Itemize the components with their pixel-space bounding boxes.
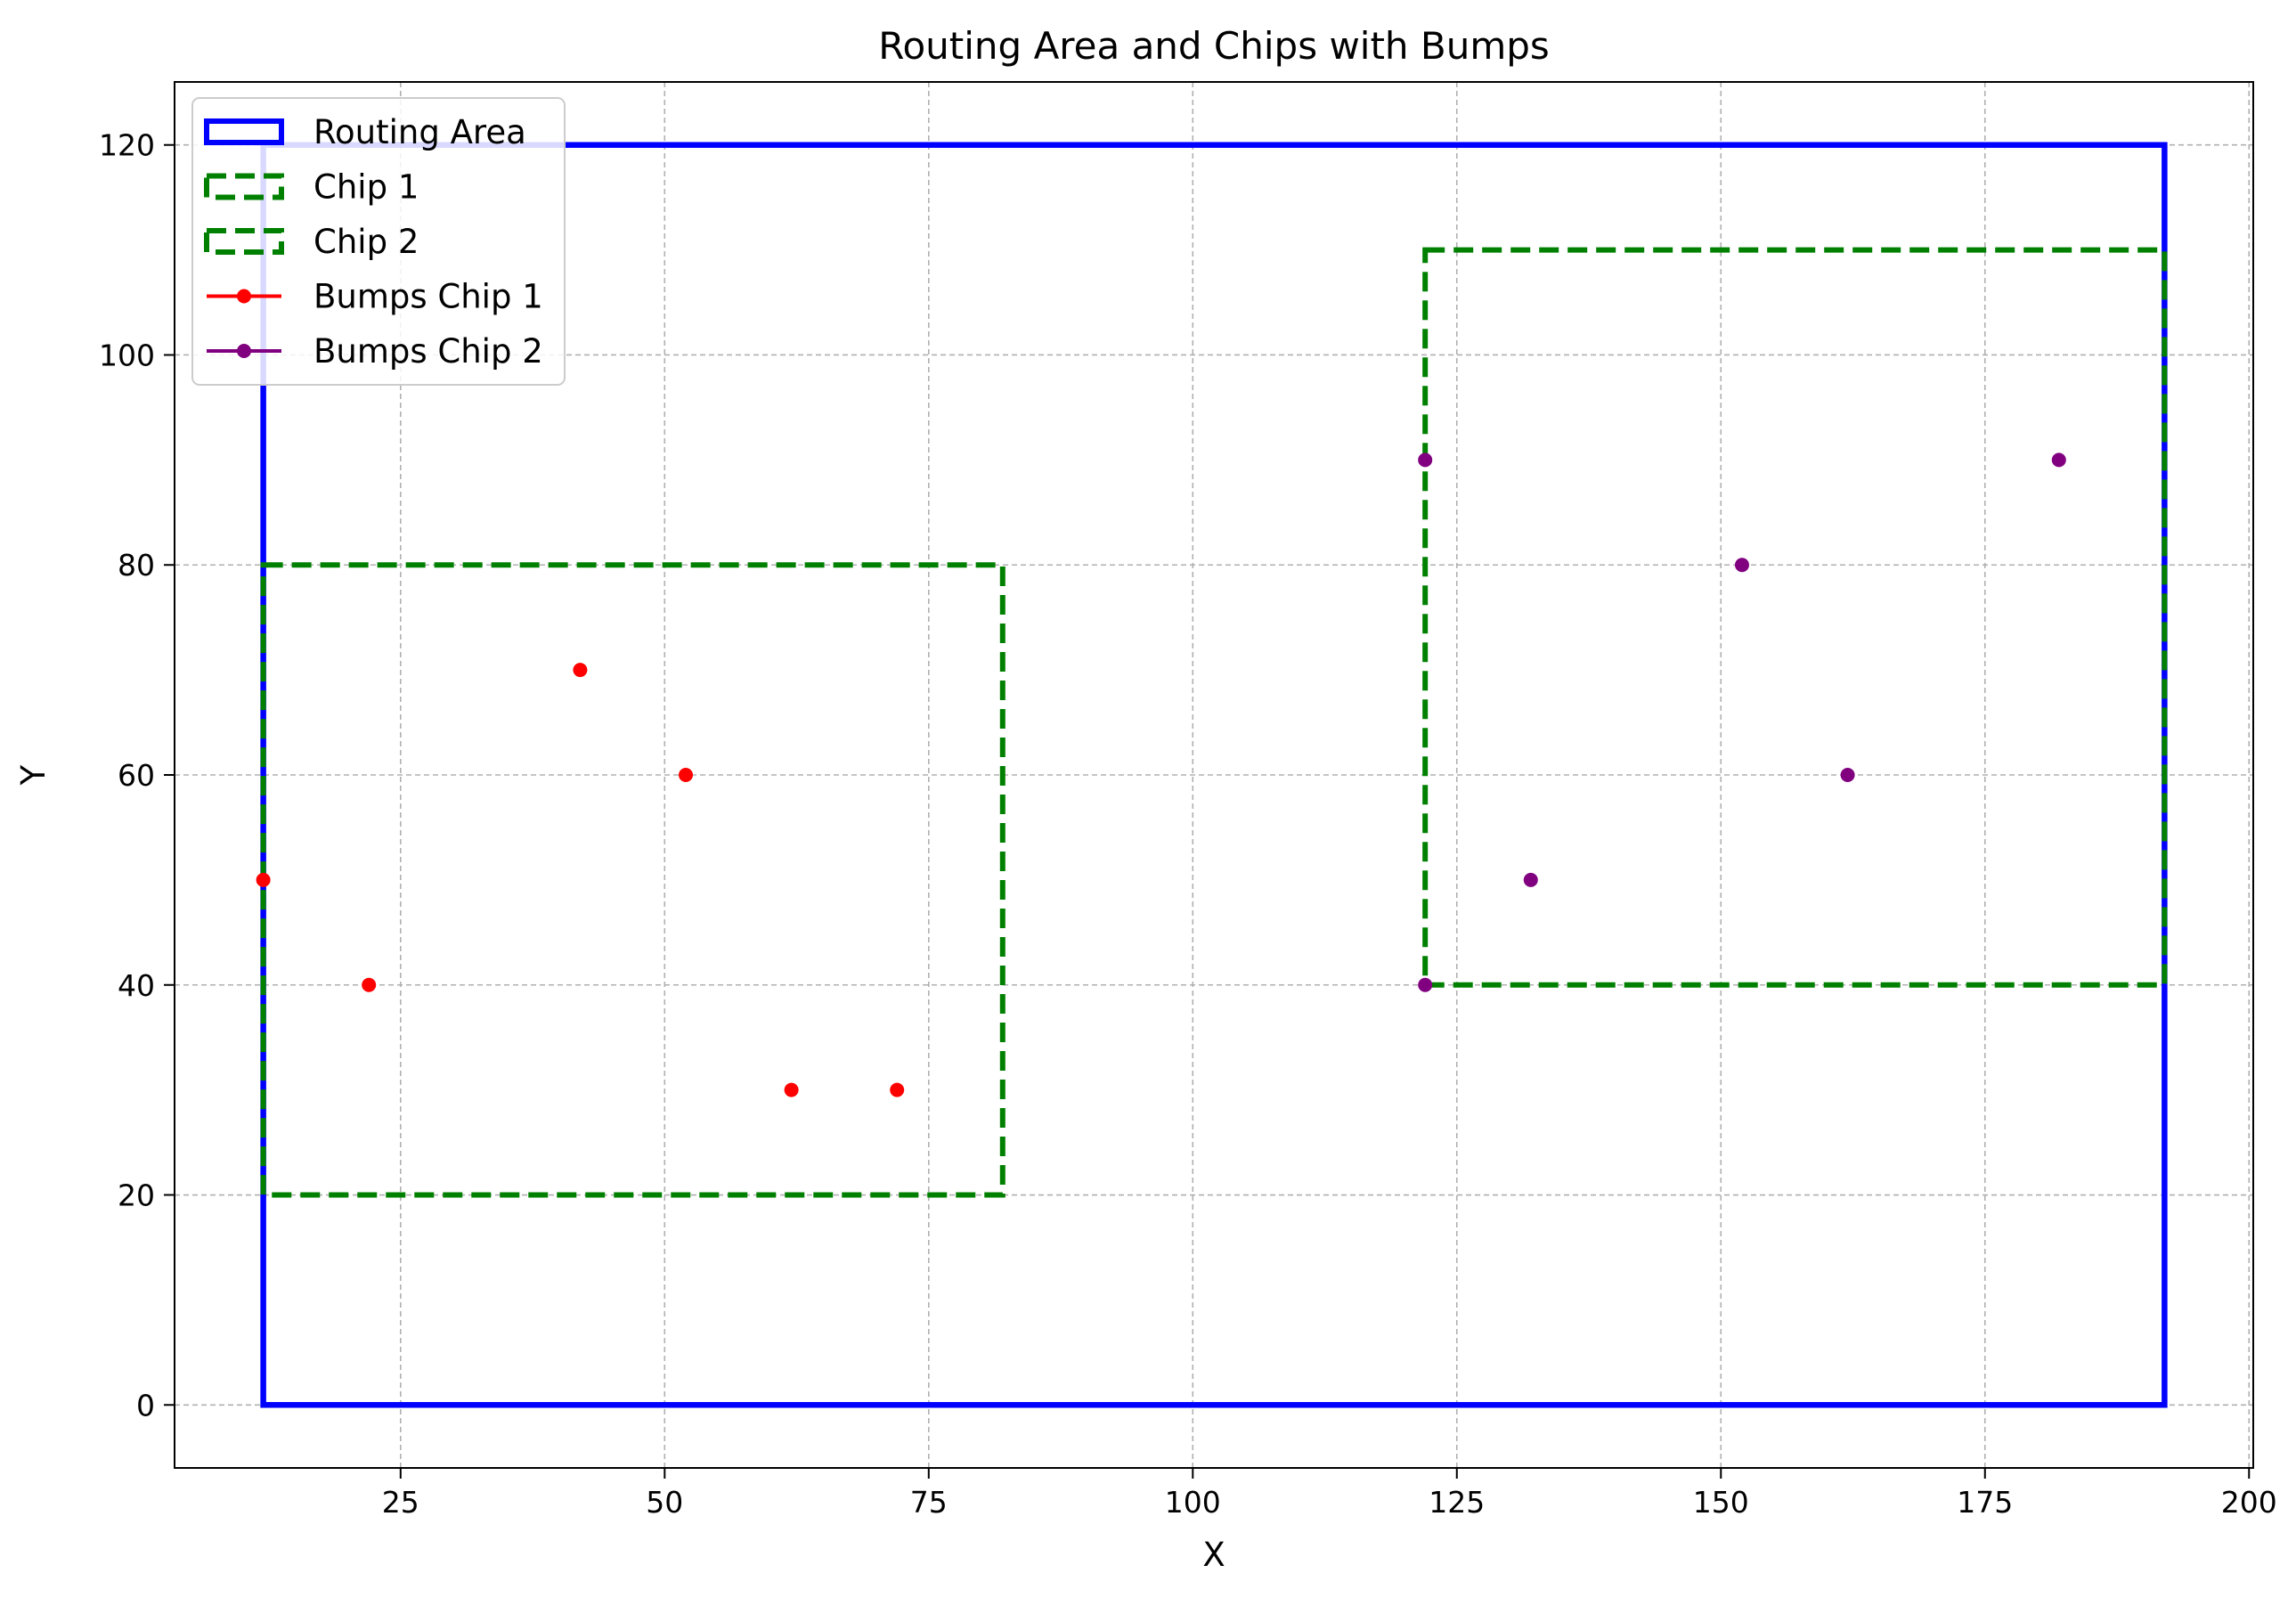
legend-marker-bumps-chip-1 [237, 289, 251, 304]
bumps-chip-2-point [2051, 452, 2066, 468]
y-axis-label: Y [14, 764, 53, 786]
legend-label-chip-1: Chip 1 [313, 168, 419, 207]
legend-label-routing-area: Routing Area [313, 113, 526, 151]
x-tick-label: 200 [2221, 1485, 2277, 1520]
bumps-chip-2-point [1734, 558, 1749, 573]
y-tick-label: 60 [118, 758, 155, 793]
chart-title: Routing Area and Chips with Bumps [878, 24, 1550, 68]
bumps-chip-1-point [890, 1082, 905, 1097]
x-tick-label: 75 [910, 1485, 948, 1520]
legend-label-bumps-chip-2: Bumps Chip 2 [313, 332, 543, 371]
chip-2-rect [1422, 247, 2168, 988]
legend-swatch-routing-area [204, 118, 284, 145]
bumps-chip-2-point [1418, 452, 1433, 468]
axis-ticks: 25 50 75 100 125 150 175 200 0 20 40 60 80 100 120 [99, 128, 2277, 1520]
legend-label-bumps-chip-1: Bumps Chip 1 [313, 278, 543, 316]
x-tick-label: 175 [1957, 1485, 2013, 1520]
x-tick-label: 150 [1693, 1485, 1749, 1520]
bumps-chip-1-point [362, 977, 377, 992]
legend-marker-bumps-chip-2 [237, 344, 251, 358]
bumps-chip-2-point [1418, 977, 1433, 992]
legend-label-chip-2: Chip 2 [313, 223, 419, 261]
bumps-chip-2-point [1840, 768, 1855, 782]
legend-swatch-chip-1 [204, 173, 284, 200]
y-tick-label: 0 [136, 1388, 155, 1423]
bumps-chip-1-point [573, 663, 588, 678]
legend-swatch-chip-2 [204, 228, 284, 255]
bumps-chip-1-point [679, 768, 694, 782]
y-tick-label: 100 [99, 338, 155, 372]
legend-box [191, 97, 566, 386]
y-tick-label: 40 [118, 968, 155, 1003]
x-tick-label: 125 [1429, 1485, 1485, 1520]
bumps-chip-1-point [784, 1082, 799, 1097]
y-tick-label: 80 [118, 548, 155, 583]
x-axis-label: X [1202, 1536, 1225, 1574]
legend: Routing Area Chip 1 Chip 2 Bumps Chip 1 Bump… [191, 97, 566, 386]
x-tick-label: 50 [646, 1485, 683, 1520]
x-tick-label: 25 [382, 1485, 419, 1520]
bump-points [256, 452, 2066, 1097]
y-tick-label: 120 [99, 128, 155, 163]
x-tick-label: 100 [1165, 1485, 1221, 1520]
bumps-chip-1-point [256, 872, 271, 887]
bumps-chip-2-point [1523, 872, 1538, 887]
y-tick-label: 20 [118, 1178, 155, 1213]
